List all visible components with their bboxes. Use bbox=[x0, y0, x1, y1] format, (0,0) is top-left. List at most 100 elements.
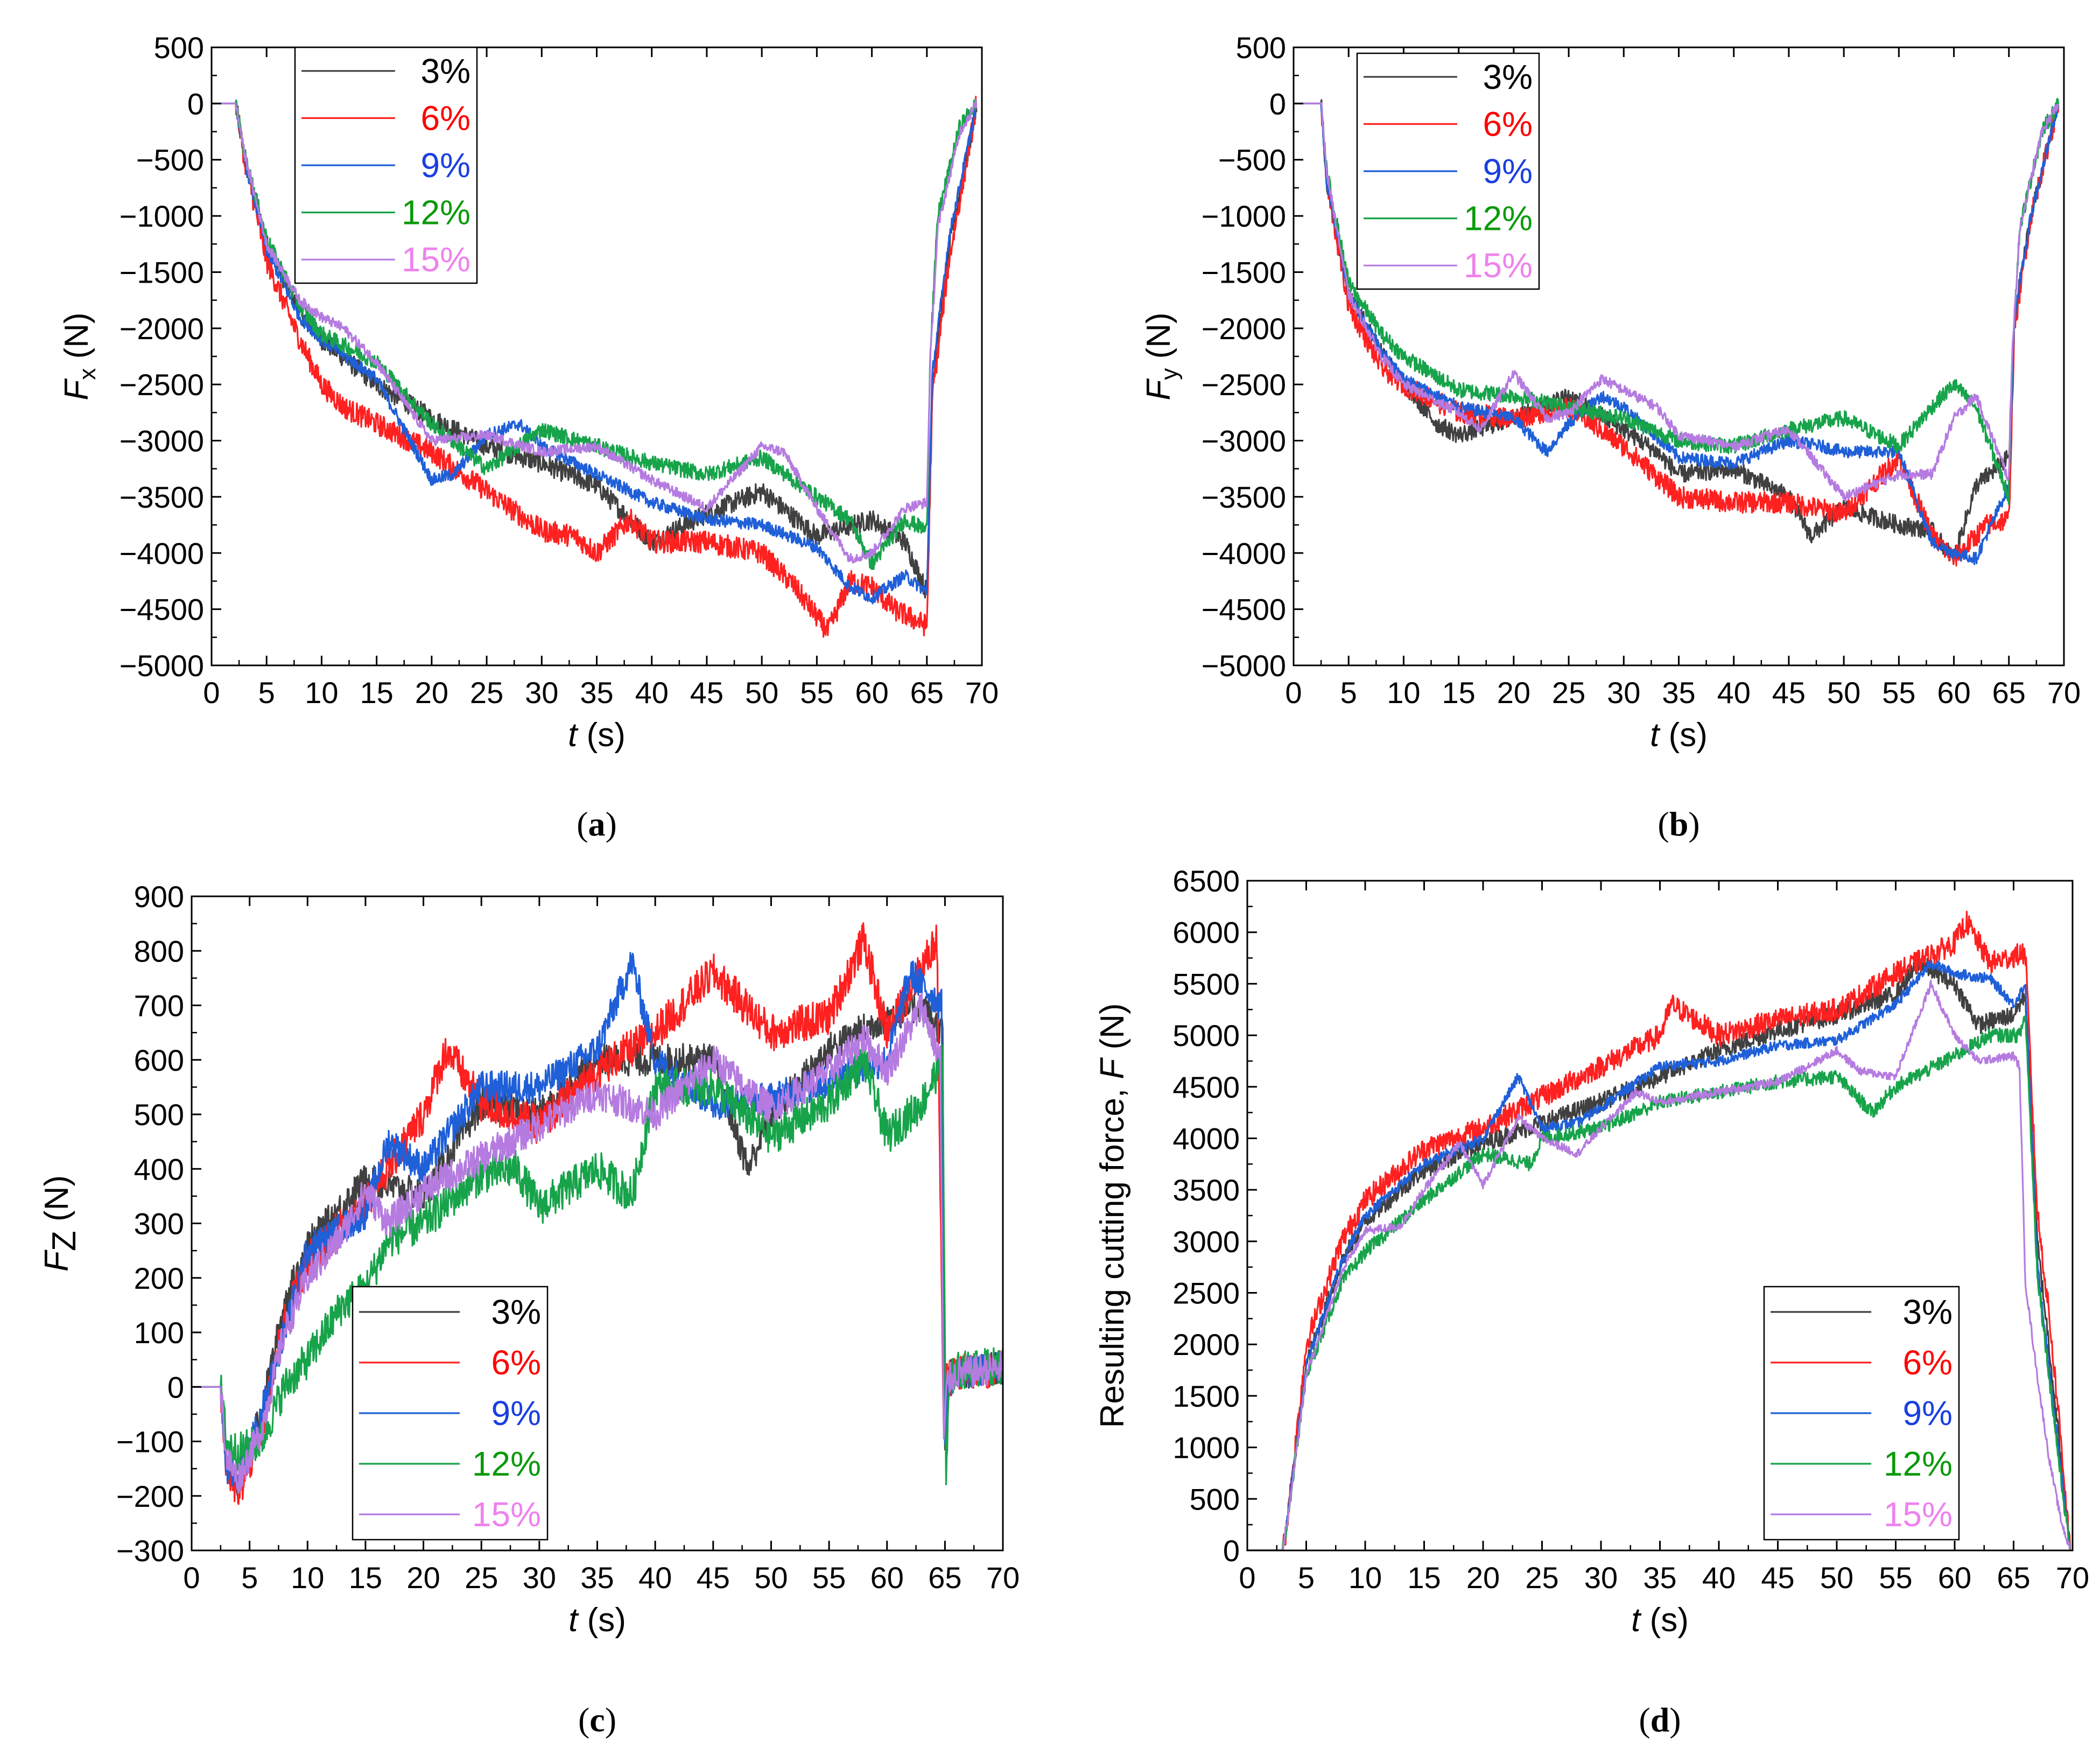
legend-label: 6% bbox=[421, 99, 471, 137]
y-tick-label: 1500 bbox=[1172, 1379, 1240, 1413]
chart-panel-c: 0 5 10 15 20 25 30 35 40 45 50 55 60 65 70 −300 −200 −100… bbox=[38, 880, 1020, 1739]
series-line-9pct bbox=[1247, 960, 2071, 1550]
chart-panel-a: 0 5 10 15 20 25 30 35 40 45 50 55 60 65 70−5000−4500−4… bbox=[58, 31, 999, 843]
y-tick-label: −4500 bbox=[120, 593, 204, 627]
y-tick-label: 500 bbox=[154, 31, 204, 65]
y-tick-label: 500 bbox=[134, 1098, 184, 1132]
series-line-15pct bbox=[1294, 102, 2060, 502]
series-line-12pct bbox=[192, 1044, 1003, 1485]
x-tick-label: 10 bbox=[291, 1561, 324, 1595]
x-tick-label: 65 bbox=[1997, 1561, 2030, 1595]
x-tick-label: 70 bbox=[2047, 676, 2081, 710]
legend: 3% 6% 9% 12% 15% bbox=[1763, 1286, 1960, 1541]
legend-label: 6% bbox=[491, 1343, 542, 1382]
series-group bbox=[192, 922, 1003, 1505]
series-line-12pct bbox=[212, 99, 978, 570]
chart-panel-b: 0 5 10 15 20 25 30 35 40 45 50 55 60 65 70−5000−4500−4… bbox=[1140, 31, 2081, 843]
y-tick-label: 6000 bbox=[1172, 916, 1240, 950]
x-axis-title: t (s) bbox=[1631, 1602, 1689, 1639]
series-group bbox=[1247, 910, 2071, 1550]
x-tick-label: 35 bbox=[1643, 1561, 1676, 1595]
legend-label: 15% bbox=[1464, 246, 1533, 285]
y-tick-label: 5000 bbox=[1172, 1019, 1240, 1052]
y-tick-label: 600 bbox=[134, 1043, 184, 1077]
chart-panel-d: 0 5 10 15 20 25 30 35 40 45 50 55 60 65 70 0 500 1000 1500… bbox=[1094, 864, 2089, 1739]
x-tick-label: 20 bbox=[1466, 1561, 1500, 1595]
panel-caption: (c) bbox=[578, 1701, 616, 1739]
x-tick-label: 65 bbox=[1992, 676, 2026, 710]
y-tick-label: 0 bbox=[187, 87, 204, 121]
y-tick-label: 3500 bbox=[1172, 1173, 1240, 1207]
x-tick-label: 55 bbox=[812, 1561, 846, 1595]
x-tick-label: 45 bbox=[697, 1561, 730, 1595]
series-line-15pct bbox=[192, 992, 1003, 1494]
legend-label: 15% bbox=[1884, 1495, 1952, 1534]
plot-frame bbox=[191, 895, 1004, 1552]
x-tick-label: 30 bbox=[1584, 1561, 1618, 1595]
y-tick-label: −2000 bbox=[1202, 312, 1286, 346]
y-tick-label: −2000 bbox=[120, 312, 204, 346]
series-line-9pct bbox=[212, 99, 978, 605]
y-axis-title: Fy (N) bbox=[1140, 312, 1183, 400]
series-line-12pct bbox=[1247, 1014, 2071, 1550]
legend-label: 9% bbox=[491, 1394, 542, 1433]
y-axis-title: Fx (N) bbox=[58, 312, 101, 400]
y-tick-label: 700 bbox=[134, 989, 184, 1023]
y-tick-label: 400 bbox=[134, 1152, 184, 1186]
x-tick-label: 15 bbox=[1407, 1561, 1441, 1595]
legend-label: 3% bbox=[1483, 58, 1533, 96]
x-tick-label: 45 bbox=[690, 676, 724, 710]
series-line-3pct bbox=[1247, 957, 2071, 1550]
y-tick-label: −3000 bbox=[1202, 424, 1286, 458]
x-tick-label: 10 bbox=[1387, 676, 1420, 710]
x-tick-label: 25 bbox=[470, 676, 503, 710]
x-tick-label: 70 bbox=[965, 676, 999, 710]
y-tick-label: −100 bbox=[116, 1425, 184, 1459]
x-tick-label: 30 bbox=[1607, 676, 1640, 710]
y-tick-label: −4000 bbox=[120, 536, 204, 570]
x-tick-label: 5 bbox=[1340, 676, 1357, 710]
x-axis-title: t (s) bbox=[568, 1602, 626, 1639]
x-tick-label: 55 bbox=[800, 676, 833, 710]
panel-caption: (a) bbox=[577, 805, 617, 843]
x-tick-label: 50 bbox=[1827, 676, 1860, 710]
series-group bbox=[212, 95, 978, 638]
x-tick-label: 40 bbox=[1717, 676, 1751, 710]
y-tick-label: 200 bbox=[134, 1261, 184, 1295]
y-tick-label: 2500 bbox=[1172, 1276, 1240, 1310]
series-line-15pct bbox=[1247, 979, 2071, 1550]
x-tick-label: 0 bbox=[1285, 676, 1302, 710]
legend: 3% 6% 9% 12% 15% bbox=[352, 1286, 549, 1541]
x-tick-label: 65 bbox=[910, 676, 944, 710]
y-tick-label: −2500 bbox=[1202, 368, 1286, 402]
series-line-12pct bbox=[1294, 97, 2060, 505]
x-tick-label: 60 bbox=[1937, 676, 1970, 710]
x-tick-label: 45 bbox=[1761, 1561, 1794, 1595]
y-tick-label: 0 bbox=[167, 1370, 184, 1404]
x-tick-label: 35 bbox=[1662, 676, 1695, 710]
x-tick-label: 30 bbox=[523, 1561, 556, 1595]
y-tick-label: −3500 bbox=[120, 480, 204, 514]
y-tick-label: 0 bbox=[1269, 87, 1286, 121]
x-tick-label: 0 bbox=[183, 1561, 200, 1595]
y-tick-label: 3000 bbox=[1172, 1225, 1240, 1259]
series-line-6pct bbox=[212, 95, 977, 638]
panel-caption: (d) bbox=[1639, 1701, 1681, 1739]
legend-label: 9% bbox=[421, 146, 471, 185]
y-tick-label: 500 bbox=[1236, 31, 1286, 65]
legend-label: 3% bbox=[491, 1293, 542, 1331]
x-tick-label: 5 bbox=[1298, 1561, 1315, 1595]
legend-label: 12% bbox=[1884, 1444, 1952, 1483]
x-tick-label: 40 bbox=[1702, 1561, 1736, 1595]
legend-label: 12% bbox=[1464, 199, 1533, 238]
x-tick-label: 5 bbox=[258, 676, 275, 710]
x-tick-label: 5 bbox=[241, 1561, 258, 1595]
legend-label: 12% bbox=[402, 193, 470, 232]
legend-label: 6% bbox=[1903, 1343, 1953, 1382]
x-tick-label: 10 bbox=[1349, 1561, 1382, 1595]
y-tick-label: −500 bbox=[136, 143, 204, 177]
x-tick-label: 40 bbox=[635, 676, 669, 710]
x-tick-label: 10 bbox=[305, 676, 338, 710]
y-tick-label: 900 bbox=[134, 880, 184, 914]
legend-label: 12% bbox=[472, 1444, 541, 1483]
